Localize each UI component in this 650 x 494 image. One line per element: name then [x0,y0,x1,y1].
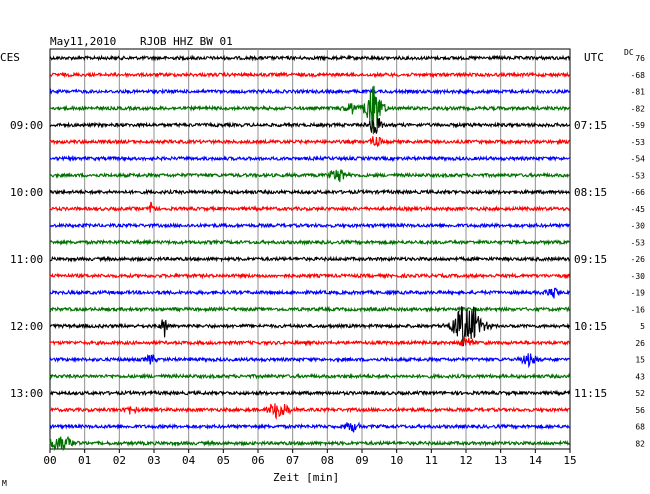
trace-row [49,435,571,452]
left-hour-labels: 09:00 10:00 11:00 12:00 13:00 [10,119,43,400]
trace-row [49,201,571,213]
dc-offset-labels: 76 -68 -81 -82 -59 -53 -54 -53 -66 -45 -30 -53 -26 -3… [631,54,646,448]
x-tick-label: 05 [217,454,230,467]
dc-offset-label: 76 [635,54,645,63]
trace-row [49,136,570,148]
x-tick-label: 08 [321,454,334,467]
x-tick-label: 09 [355,454,368,467]
trace-row [49,71,570,79]
dc-offset-label: 52 [635,389,645,398]
trace-row [49,154,570,163]
x-tick-label: 13 [494,454,507,467]
footer-mark: M [2,479,7,488]
x-tick-label: 12 [459,454,472,467]
dc-offset-label: -45 [631,205,646,214]
right-time-label: 08:15 [574,186,607,199]
dc-offset-label: -81 [631,88,646,97]
x-tick-label: 00 [43,454,56,467]
left-hour-label: 12:00 [10,320,43,333]
right-time-label: 11:15 [574,387,607,400]
trace-row [49,188,570,196]
x-tick-label: 11 [425,454,438,467]
trace-row [49,306,571,347]
dc-offset-label: 43 [635,372,645,381]
dc-offset-label: -26 [631,255,646,264]
dc-offset-label: 56 [635,406,645,415]
trace-row [49,117,571,134]
trace-row [49,169,570,183]
dc-offset-label: 26 [635,339,645,348]
x-tick-label: 04 [182,454,196,467]
trace-row [49,403,570,421]
x-tick-label: 15 [563,454,576,467]
x-tick-label: 03 [147,454,160,467]
trace-row [49,336,571,347]
station-label: RJOB HHZ BW 01 [140,35,233,48]
trace-group [49,54,571,452]
dc-offset-label: -53 [631,238,646,247]
dc-offset-label: 68 [635,423,645,432]
dc-offset-label: -30 [631,222,646,231]
dc-offset-label: -16 [631,305,646,314]
dc-header-label: DC [624,48,634,57]
left-hour-label: 13:00 [10,387,43,400]
dc-offset-label: -82 [631,104,646,113]
right-time-label: 07:15 [574,119,607,132]
trace-row [49,221,570,230]
dc-offset-label: -53 [631,138,646,147]
right-time-label: 09:15 [574,253,607,266]
left-hour-label: 11:00 [10,253,43,266]
trace-row [49,85,570,135]
trace-row [49,287,571,299]
dc-offset-label: -30 [631,272,646,281]
trace-row [49,54,571,62]
dc-offset-label: -59 [631,121,646,130]
right-time-labels: 07:15 08:15 09:15 10:15 11:15 [574,119,607,400]
trace-row [49,389,571,397]
trace-row [49,255,571,263]
trace-row [49,272,571,280]
x-tick-label: 06 [251,454,264,467]
trace-row [49,353,570,369]
dc-offset-label: -53 [631,171,646,180]
dc-offset-label: -66 [631,188,646,197]
left-hour-label: 09:00 [10,119,43,132]
trace-row [49,87,571,96]
x-tick-label: 07 [286,454,299,467]
x-tick-label: 14 [529,454,543,467]
dc-offset-label: 15 [635,356,645,365]
trace-row [49,421,570,433]
x-tick-label: 10 [390,454,403,467]
trace-row [49,372,571,380]
dc-offset-label: -19 [631,289,646,298]
trace-row [49,305,570,313]
dc-offset-label: -68 [631,71,646,80]
left-hour-label: 10:00 [10,186,43,199]
x-tick-label: 02 [113,454,126,467]
dc-offset-label: 5 [640,322,645,331]
right-timezone-label: UTC [584,51,604,64]
dc-offset-label: 82 [635,439,645,448]
plot-frame [49,48,571,450]
trace-row [49,238,570,246]
time-grid [49,48,571,450]
x-axis-label: Zeit [min] [273,471,339,484]
left-timezone-label: CES [0,51,20,64]
x-axis-ticks: 00 01 02 03 04 05 06 07 08 09 10 11 12 13 14 15 [43,449,577,467]
right-time-label: 10:15 [574,320,607,333]
x-tick-label: 01 [78,454,91,467]
date-label: May11,2010 [50,35,116,48]
dc-offset-label: -54 [631,155,646,164]
